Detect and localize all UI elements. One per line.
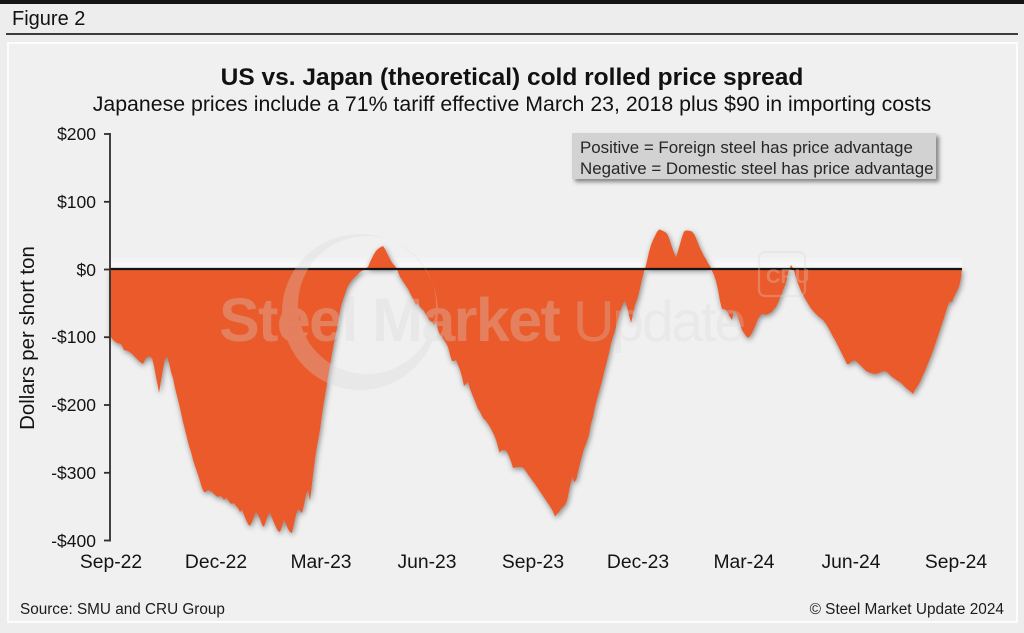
svg-text:Steel Market: Steel Market: [219, 286, 560, 354]
svg-text:CRU: CRU: [766, 266, 809, 288]
svg-text:Update: Update: [573, 290, 744, 354]
